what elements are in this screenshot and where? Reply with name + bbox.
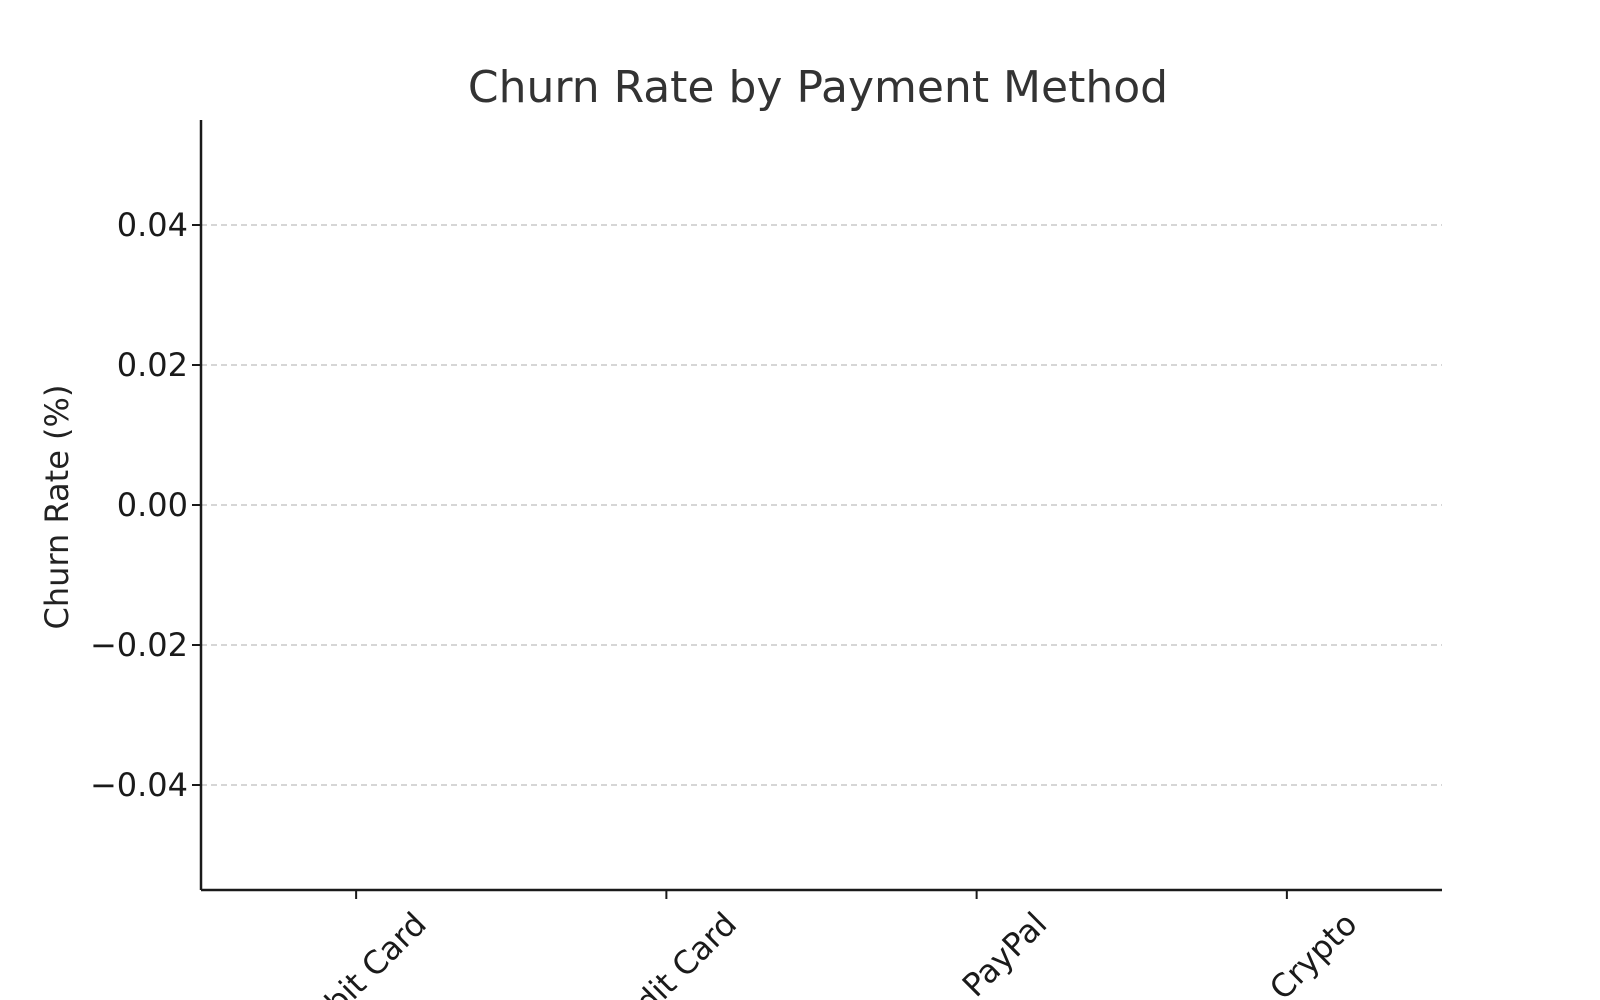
x-tick-label: Credit Card: [589, 905, 744, 1000]
y-tick-label: 0.02: [117, 346, 188, 384]
x-tick-label: PayPal: [955, 905, 1055, 1000]
y-tick-label: 0.04: [117, 206, 188, 244]
y-axis-label: Churn Rate (%): [38, 385, 76, 630]
y-tick-label: −0.04: [90, 766, 188, 804]
x-tick-label: Debit Card: [286, 905, 434, 1000]
grid-lines: [201, 224, 1442, 786]
x-tick-label: Crypto: [1262, 905, 1364, 1000]
y-tick-label: 0.00: [117, 486, 188, 524]
y-ticks: −0.04 −0.02 0.00 0.02 0.04: [90, 206, 201, 804]
chart-title: Churn Rate by Payment Method: [468, 62, 1168, 113]
y-tick-label: −0.02: [90, 626, 188, 664]
x-ticks: Debit Card Credit Card PayPal Crypto: [286, 890, 1365, 1000]
